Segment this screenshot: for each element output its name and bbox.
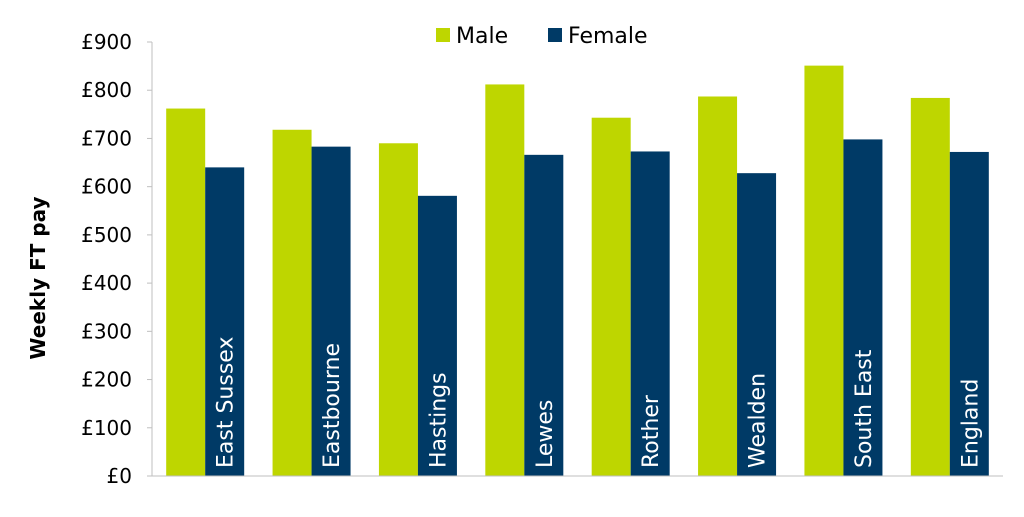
y-tick-label: £100 [81,416,132,440]
bars [166,65,989,477]
category-label: Hastings [426,372,451,468]
y-axis-label: Weekly FT pay [26,196,50,359]
bar-male-rother [591,117,631,476]
bar-female-lewes [524,154,564,476]
y-tick-label: £200 [81,368,132,392]
legend-swatch-female [548,28,562,42]
bar-male-east-sussex [166,108,206,477]
legend-label-male: Male [456,24,508,49]
bar-female-east-sussex [205,167,245,476]
y-axis-ticks: £0 £100 £200 £300 £400 £500 £600 £700 £800 £900 [81,30,152,488]
bar-male-eastbourne [272,129,312,476]
category-label: East Sussex [214,337,239,468]
y-tick-label: £400 [81,271,132,295]
bar-male-lewes [485,84,525,477]
y-tick-label: £800 [81,78,132,102]
legend-swatch-male [436,28,450,42]
legend: Male Female [436,24,648,49]
y-tick-label: £600 [81,175,132,199]
bar-male-wealden [698,96,738,476]
category-label: Lewes [533,400,558,468]
category-label: Eastbourne [320,343,345,468]
bar-male-england [910,97,950,476]
y-tick-label: £700 [81,126,132,150]
legend-label-female: Female [568,24,648,49]
y-tick-label: £0 [107,464,132,488]
category-label: England [958,379,983,468]
category-labels: East Sussex Eastbourne Hastings Lewes Rother… [214,337,984,468]
category-label: Rother [639,394,664,468]
bar-male-hastings [378,143,418,476]
bar-female-wealden [737,173,777,477]
y-tick-label: £900 [81,30,132,54]
category-label: South East [852,349,877,468]
y-tick-label: £300 [81,319,132,343]
category-label: Wealden [746,373,771,468]
bar-female-rother [630,151,670,476]
bar-female-england [949,151,989,477]
bar-female-hastings [417,195,457,476]
bar-male-south-east [804,65,844,476]
bar-female-eastbourne [311,146,351,477]
y-tick-label: £500 [81,223,132,247]
bar-female-south-east [843,139,883,477]
